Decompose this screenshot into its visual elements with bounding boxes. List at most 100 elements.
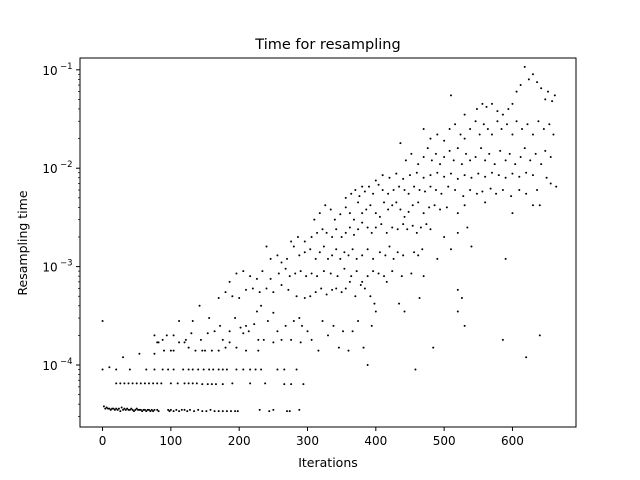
data-point (245, 288, 248, 291)
data-point (413, 185, 416, 188)
data-point (284, 324, 287, 327)
data-point (161, 338, 164, 341)
data-point (242, 368, 245, 371)
data-point (318, 212, 321, 215)
data-point (424, 190, 427, 193)
data-point (538, 334, 541, 337)
data-point (287, 288, 290, 291)
data-point (469, 159, 472, 162)
data-point (127, 382, 130, 385)
data-point (511, 212, 514, 215)
data-point (128, 408, 131, 411)
data-point (440, 192, 443, 195)
x-axis-label: Iterations (298, 455, 358, 470)
plot-frame (79, 57, 577, 428)
data-point (350, 192, 353, 195)
data-point (329, 272, 332, 275)
data-point (201, 383, 204, 386)
data-point (217, 368, 220, 371)
data-point (157, 341, 160, 344)
y-tick-label: 10 (42, 359, 57, 373)
data-point (443, 175, 446, 178)
data-point (137, 408, 140, 411)
data-point (443, 139, 446, 142)
data-point (340, 291, 343, 294)
data-point (305, 275, 308, 278)
data-point (231, 295, 234, 298)
data-point (119, 410, 122, 413)
y-tick-label: 10 (42, 162, 57, 176)
data-point (169, 382, 172, 385)
data-point (415, 171, 418, 174)
data-point (456, 288, 459, 291)
data-point (309, 295, 312, 298)
data-point (331, 254, 334, 257)
data-point (410, 152, 413, 155)
data-point (374, 226, 377, 229)
data-point (370, 324, 373, 327)
data-point (499, 149, 502, 152)
data-point (276, 254, 279, 257)
data-point (280, 284, 283, 287)
data-point (325, 231, 328, 234)
data-point (288, 410, 291, 413)
data-point (553, 94, 556, 97)
data-point (131, 382, 134, 385)
data-point (402, 254, 405, 257)
data-point (422, 128, 425, 131)
data-point (321, 228, 324, 231)
data-point (500, 128, 503, 131)
data-point (378, 251, 381, 254)
data-point (456, 147, 459, 150)
data-point (383, 275, 386, 278)
data-point (182, 368, 185, 371)
data-point (381, 174, 384, 177)
data-point (460, 296, 463, 299)
data-point (429, 174, 432, 177)
data-point (525, 192, 528, 195)
data-point (236, 410, 239, 413)
data-point (358, 195, 361, 198)
data-point (254, 368, 257, 371)
data-point (123, 382, 126, 385)
data-points (101, 65, 558, 413)
data-point (178, 320, 181, 323)
data-point (529, 159, 532, 162)
data-point (403, 215, 406, 218)
data-point (213, 410, 216, 413)
data-point (374, 310, 377, 313)
data-point (413, 251, 416, 254)
data-point (486, 128, 489, 131)
data-point (474, 156, 477, 158)
data-point (309, 248, 312, 251)
data-point (355, 257, 358, 260)
data-point (135, 382, 138, 385)
data-point (523, 65, 526, 68)
data-point (269, 257, 272, 260)
x-tick-label: 100 (159, 434, 182, 448)
data-point (157, 410, 160, 413)
data-point (477, 172, 480, 175)
data-point (277, 272, 280, 275)
data-point (344, 287, 347, 290)
data-point (387, 192, 390, 195)
data-point (134, 408, 137, 411)
data-point (258, 291, 261, 294)
data-point (333, 218, 336, 221)
data-point (115, 382, 118, 385)
data-point (336, 275, 339, 278)
data-point (365, 208, 368, 211)
data-point (198, 304, 201, 307)
data-point (107, 407, 110, 410)
data-point (433, 204, 436, 207)
data-point (186, 410, 189, 413)
data-point (359, 284, 362, 287)
data-point (347, 349, 350, 352)
data-point (160, 382, 163, 385)
data-point (452, 159, 455, 162)
data-point (392, 189, 395, 192)
data-point (109, 408, 112, 411)
data-point (272, 311, 275, 314)
data-point (249, 275, 252, 278)
data-point (361, 280, 364, 283)
